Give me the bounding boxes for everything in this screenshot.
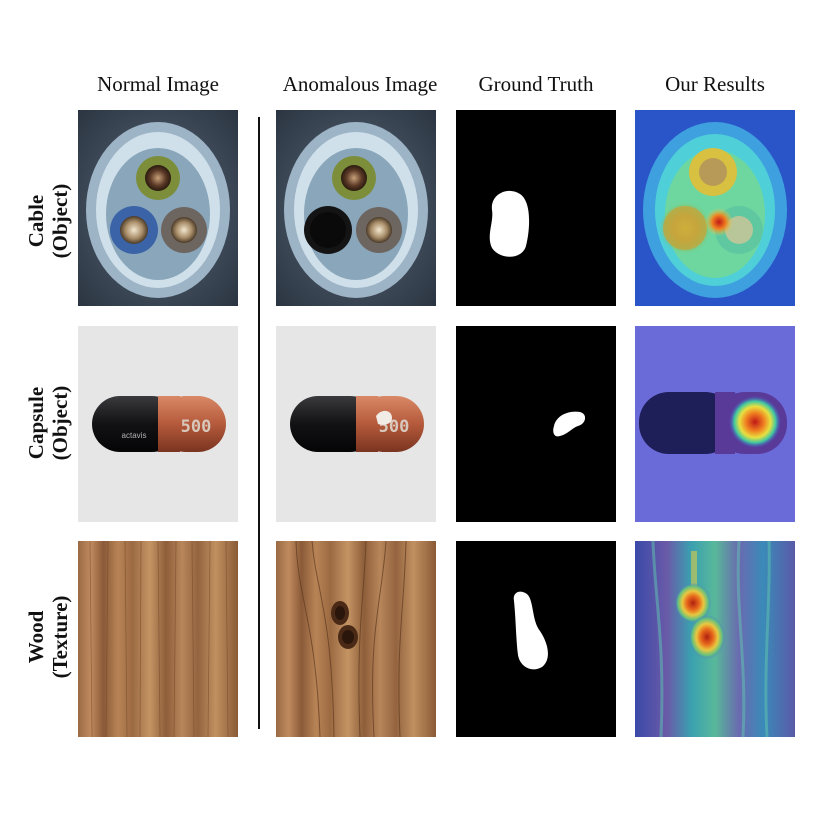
row-label-wood-name: Wood — [24, 610, 48, 664]
row-label-cable: Cable (Object) — [24, 126, 72, 316]
row-label-capsule-name: Capsule — [24, 386, 48, 460]
row-label-cable-name: Cable — [24, 194, 48, 248]
header-ground-truth: Ground Truth — [478, 72, 594, 96]
header-normal-image: Normal Image — [97, 72, 219, 96]
wood-ground-truth-mask — [456, 541, 616, 737]
row-label-capsule: Capsule (Object) — [24, 328, 72, 518]
row-label-wood: Wood (Texture) — [24, 542, 72, 732]
capsule-ground-truth-mask — [456, 326, 616, 522]
cable-anomalous-image — [276, 110, 436, 306]
column-separator-line — [258, 117, 260, 729]
wood-our-results-heatmap — [635, 541, 795, 737]
wood-anomalous-image — [276, 541, 436, 737]
header-anomalous-image: Anomalous Image — [282, 72, 438, 96]
capsule-normal-brand: actavis — [122, 431, 147, 440]
cable-ground-truth-mask — [456, 110, 616, 306]
header-our-results: Our Results — [665, 72, 765, 96]
row-label-capsule-type: (Object) — [48, 385, 72, 461]
cable-normal-image — [78, 110, 238, 306]
row-label-wood-type: (Texture) — [48, 595, 72, 679]
wood-normal-image — [78, 541, 238, 737]
capsule-normal-image: 500 actavis — [78, 326, 238, 522]
cable-our-results-heatmap — [635, 110, 795, 306]
capsule-anomalous-image: 500 — [276, 326, 436, 522]
capsule-normal-print: 500 — [181, 417, 212, 437]
capsule-our-results-heatmap — [635, 326, 795, 522]
row-label-cable-type: (Object) — [48, 183, 72, 259]
